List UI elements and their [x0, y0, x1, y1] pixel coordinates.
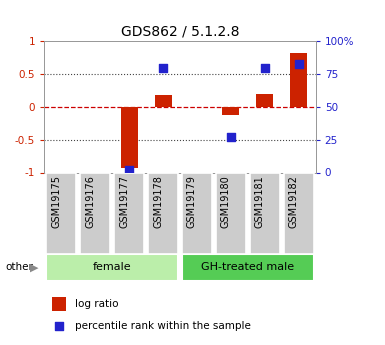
- Bar: [284, 172, 314, 254]
- Text: log ratio: log ratio: [75, 299, 119, 309]
- Text: GSM19181: GSM19181: [255, 175, 265, 228]
- Text: GSM19178: GSM19178: [153, 175, 163, 228]
- Point: [228, 134, 234, 140]
- Point: [160, 65, 166, 70]
- Bar: [256, 94, 273, 107]
- Bar: [114, 172, 144, 254]
- Text: GSM19180: GSM19180: [221, 175, 231, 228]
- Bar: [250, 172, 280, 254]
- Text: female: female: [93, 263, 131, 272]
- Text: other: other: [6, 263, 33, 272]
- Text: GSM19177: GSM19177: [119, 175, 129, 228]
- Text: ▶: ▶: [30, 263, 39, 272]
- Bar: [148, 172, 178, 254]
- Bar: [52, 297, 66, 310]
- Bar: [121, 107, 137, 168]
- Bar: [154, 95, 171, 107]
- Text: GSM19179: GSM19179: [187, 175, 197, 228]
- Bar: [46, 254, 178, 281]
- Point: [262, 65, 268, 70]
- Text: GSM19182: GSM19182: [289, 175, 299, 228]
- Point: [296, 61, 302, 67]
- Title: GDS862 / 5.1.2.8: GDS862 / 5.1.2.8: [121, 25, 239, 39]
- Bar: [216, 172, 246, 254]
- Bar: [80, 172, 110, 254]
- Point: [56, 323, 62, 328]
- Bar: [223, 107, 239, 116]
- Bar: [290, 53, 307, 107]
- Text: percentile rank within the sample: percentile rank within the sample: [75, 321, 251, 331]
- Text: GSM19176: GSM19176: [85, 175, 95, 228]
- Text: GH-treated male: GH-treated male: [201, 263, 295, 272]
- Text: GSM19175: GSM19175: [51, 175, 61, 228]
- Bar: [182, 254, 314, 281]
- Point: [126, 167, 132, 172]
- Bar: [46, 172, 76, 254]
- Bar: [182, 172, 212, 254]
